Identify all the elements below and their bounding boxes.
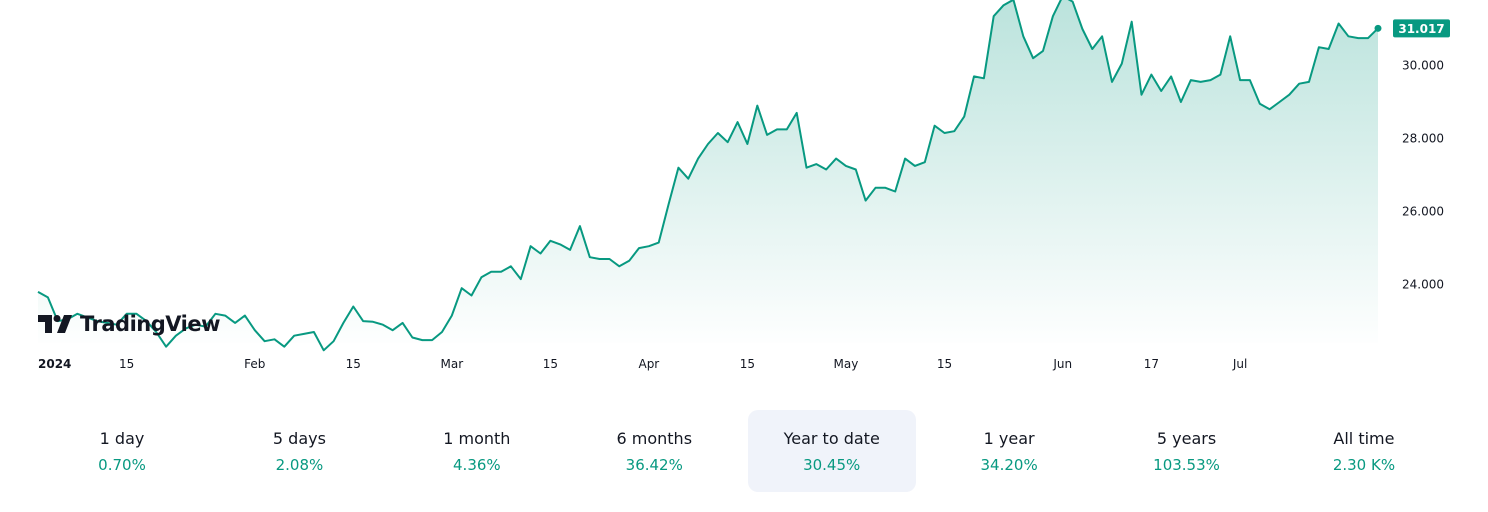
period-change: 36.42% xyxy=(625,455,683,474)
x-tick-label: 15 xyxy=(543,357,558,371)
x-tick-label: Mar xyxy=(441,357,464,371)
y-tick-label: 24.000 xyxy=(1402,278,1444,292)
x-tick-label: 15 xyxy=(740,357,755,371)
x-tick-label: 15 xyxy=(119,357,134,371)
period-change: 2.08% xyxy=(275,455,324,474)
x-tick-label: May xyxy=(834,357,859,371)
period-1-year[interactable]: 1 year 34.20% xyxy=(925,410,1093,492)
period-label: 1 month xyxy=(443,428,511,448)
x-tick-label: 17 xyxy=(1144,357,1159,371)
x-tick-label: Apr xyxy=(638,357,659,371)
period-5-days[interactable]: 5 days 2.08% xyxy=(215,410,383,492)
period-5-years[interactable]: 5 years 103.53% xyxy=(1103,410,1271,492)
tradingview-logo-icon xyxy=(38,315,72,333)
last-price-dot xyxy=(1374,24,1382,32)
period-change: 2.30 K% xyxy=(1332,455,1396,474)
price-chart[interactable]: 30.000 28.000 26.000 24.000 31.017 2024 15 Feb 1… xyxy=(0,0,1488,380)
period-label: 1 year xyxy=(983,428,1035,448)
period-change: 103.53% xyxy=(1153,455,1220,474)
period-1-day[interactable]: 1 day 0.70% xyxy=(38,410,206,492)
period-change: 0.70% xyxy=(98,455,146,474)
period-selector: 1 day 0.70% 5 days 2.08% 1 month 4.36% 6… xyxy=(38,410,1448,492)
x-tick-label: 2024 xyxy=(38,357,71,371)
period-label: 5 years xyxy=(1156,428,1217,448)
period-change: 34.20% xyxy=(980,455,1038,474)
period-label: 1 day xyxy=(99,428,145,448)
x-tick-label: 15 xyxy=(346,357,361,371)
period-label: 6 months xyxy=(616,428,693,448)
period-label: 5 days xyxy=(272,428,326,448)
price-area xyxy=(38,0,1378,351)
chart-svg[interactable]: 30.000 28.000 26.000 24.000 31.017 2024 15 Feb 1… xyxy=(0,0,1488,380)
tradingview-logo-text: TradingView xyxy=(80,312,220,336)
period-label: All time xyxy=(1333,428,1395,448)
tradingview-logo[interactable]: TradingView xyxy=(38,308,220,340)
x-tick-label: 15 xyxy=(937,357,952,371)
period-all-time[interactable]: All time 2.30 K% xyxy=(1280,410,1448,492)
y-tick-label: 26.000 xyxy=(1402,205,1444,219)
last-price-label: 31.017 xyxy=(1398,22,1444,36)
x-tick-label: Feb xyxy=(244,357,265,371)
period-change: 4.36% xyxy=(453,455,501,474)
period-year-to-date[interactable]: Year to date 30.45% xyxy=(747,410,916,492)
x-tick-label: Jun xyxy=(1052,357,1072,371)
y-tick-label: 30.000 xyxy=(1402,58,1444,72)
x-tick-label: Jul xyxy=(1232,357,1247,371)
period-6-months[interactable]: 6 months 36.42% xyxy=(570,410,738,492)
price-line xyxy=(37,0,1379,352)
period-1-month[interactable]: 1 month 4.36% xyxy=(393,410,561,492)
period-change: 30.45% xyxy=(803,455,861,474)
period-label: Year to date xyxy=(783,428,880,448)
y-tick-label: 28.000 xyxy=(1402,132,1444,146)
last-price-badge xyxy=(1393,19,1450,38)
